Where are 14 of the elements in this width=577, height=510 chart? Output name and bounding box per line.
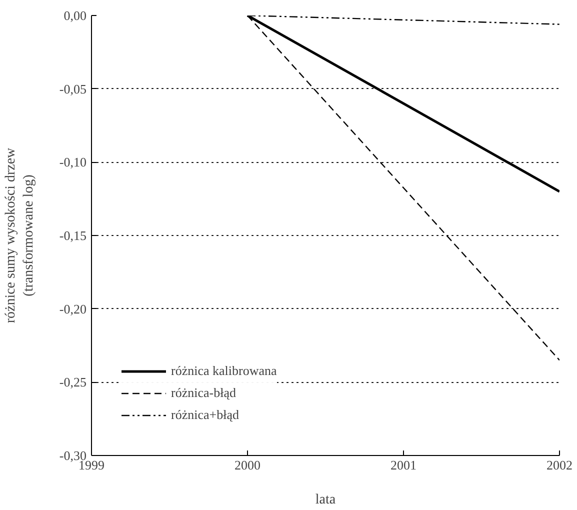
y-tick-label: -0,20: [59, 301, 87, 316]
y-tick-label: -0,15: [59, 228, 87, 243]
legend-label: różnica+błąd: [171, 407, 239, 423]
x-tick-label: 2002: [546, 458, 572, 472]
x-tick-label: 2000: [234, 458, 260, 472]
y-axis-title: różnice sumy wysokości drzew (transformowane log): [3, 146, 36, 324]
y-tick-label: 0,00: [64, 8, 86, 23]
x-tick-label: 2001: [390, 458, 416, 472]
y-tick-label: -0,05: [59, 81, 87, 96]
y-tick-label: -0,25: [59, 374, 87, 390]
legend-label: różnica kalibrowana: [171, 363, 277, 379]
y-tick-label: -0,10: [59, 154, 87, 170]
x-axis-title: lata: [315, 492, 336, 508]
legend-label: różnica-błąd: [171, 385, 236, 401]
